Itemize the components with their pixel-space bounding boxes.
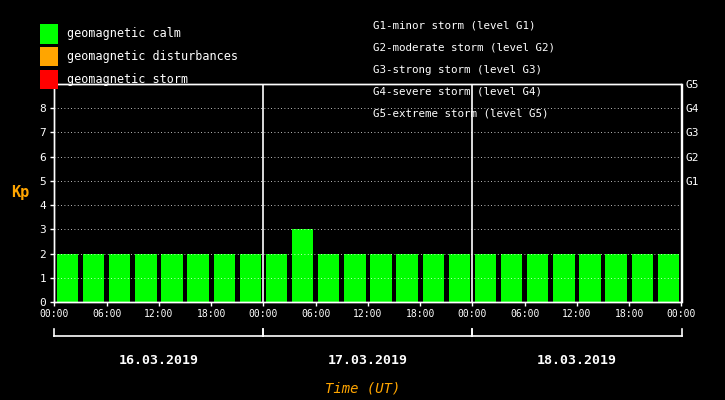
Bar <box>292 229 313 302</box>
Text: G3-strong storm (level G3): G3-strong storm (level G3) <box>373 65 542 75</box>
Text: 17.03.2019: 17.03.2019 <box>328 354 408 367</box>
Text: G1-minor storm (level G1): G1-minor storm (level G1) <box>373 21 536 31</box>
Text: geomagnetic disturbances: geomagnetic disturbances <box>67 50 238 63</box>
Bar <box>527 254 549 302</box>
Bar <box>240 254 261 302</box>
Bar <box>318 254 339 302</box>
Bar <box>83 254 104 302</box>
Bar <box>475 254 496 302</box>
Text: G2-moderate storm (level G2): G2-moderate storm (level G2) <box>373 43 555 53</box>
Bar <box>658 254 679 302</box>
Bar <box>605 254 627 302</box>
Bar <box>109 254 130 302</box>
Bar <box>579 254 601 302</box>
Text: Time (UT): Time (UT) <box>325 382 400 396</box>
Bar <box>553 254 575 302</box>
Text: G5-extreme storm (level G5): G5-extreme storm (level G5) <box>373 109 549 119</box>
Bar <box>135 254 157 302</box>
Text: 18.03.2019: 18.03.2019 <box>537 354 617 367</box>
Bar <box>266 254 287 302</box>
Bar <box>344 254 365 302</box>
Text: Kp: Kp <box>11 186 29 200</box>
Bar <box>501 254 523 302</box>
Bar <box>213 254 235 302</box>
Bar <box>631 254 653 302</box>
Bar <box>370 254 392 302</box>
Bar <box>397 254 418 302</box>
Text: geomagnetic storm: geomagnetic storm <box>67 73 188 86</box>
Bar <box>161 254 183 302</box>
Bar <box>449 254 470 302</box>
Text: 16.03.2019: 16.03.2019 <box>119 354 199 367</box>
Text: G4-severe storm (level G4): G4-severe storm (level G4) <box>373 87 542 97</box>
Bar <box>187 254 209 302</box>
Bar <box>423 254 444 302</box>
Bar <box>57 254 78 302</box>
Text: geomagnetic calm: geomagnetic calm <box>67 28 181 40</box>
